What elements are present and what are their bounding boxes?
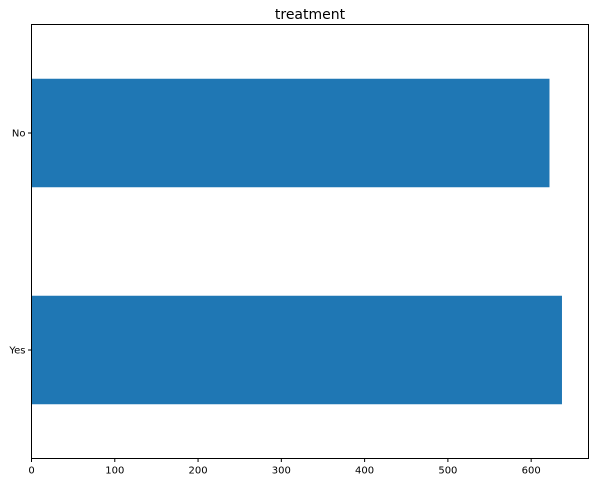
bar-no <box>31 78 550 188</box>
bar-yes <box>31 295 562 405</box>
x-tick-label-300: 300 <box>272 466 291 477</box>
y-axis: Yes No <box>8 129 32 357</box>
x-axis: 0 100 200 300 400 500 600 <box>28 458 541 477</box>
bars-layer <box>31 78 562 405</box>
y-tick-label-no: No <box>12 129 26 140</box>
plot-frame <box>31 24 589 459</box>
x-tick-label-200: 200 <box>189 466 208 477</box>
x-tick-label-600: 600 <box>522 466 541 477</box>
x-tick-label-0: 0 <box>28 466 34 477</box>
chart-title: treatment <box>275 7 346 23</box>
y-tick-label-yes: Yes <box>8 346 25 357</box>
x-tick-label-400: 400 <box>355 466 374 477</box>
x-tick-label-500: 500 <box>438 466 457 477</box>
x-tick-label-100: 100 <box>105 466 124 477</box>
